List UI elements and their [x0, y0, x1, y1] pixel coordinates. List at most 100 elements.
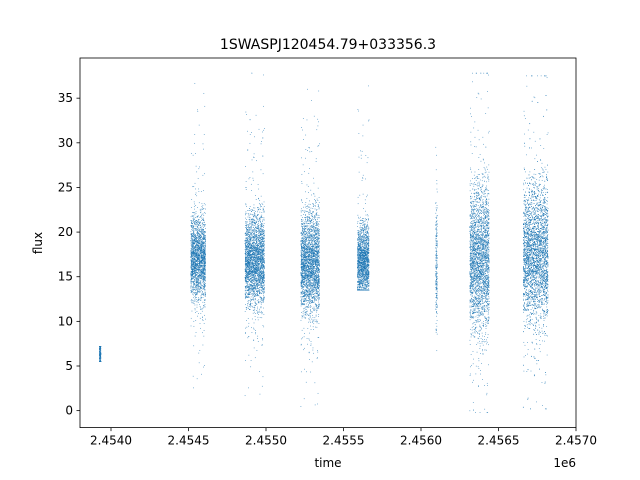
data-point: [247, 253, 249, 255]
data-point: [245, 264, 247, 266]
data-point: [256, 248, 257, 249]
data-point: [202, 319, 203, 321]
data-point: [254, 285, 256, 287]
data-point: [254, 289, 255, 291]
data-point: [256, 269, 257, 271]
data-point: [246, 289, 248, 291]
data-point: [192, 260, 194, 262]
data-point: [191, 274, 193, 276]
data-point: [257, 269, 258, 270]
data-point: [254, 294, 256, 296]
data-point: [200, 242, 202, 244]
data-point: [245, 278, 247, 280]
data-point: [195, 294, 197, 295]
data-point: [261, 344, 263, 346]
data-point: [257, 261, 259, 263]
data-point: [252, 306, 254, 308]
data-point: [202, 277, 204, 279]
data-point: [192, 250, 194, 251]
data-point: [199, 262, 201, 263]
data-point: [201, 246, 203, 247]
data-point: [195, 220, 197, 221]
data-point: [203, 232, 205, 234]
data-point: [258, 300, 259, 302]
data-point: [190, 268, 192, 270]
data-point: [253, 288, 255, 289]
data-point: [255, 235, 257, 237]
data-point: [262, 277, 263, 279]
data-point: [191, 260, 193, 261]
data-point: [247, 247, 249, 248]
data-point: [257, 258, 259, 260]
data-point: [256, 247, 258, 249]
data-point: [254, 268, 256, 269]
data-point: [204, 252, 206, 253]
data-point: [195, 287, 197, 289]
data-point: [246, 257, 248, 258]
data-point: [259, 266, 261, 268]
data-point: [260, 256, 262, 258]
data-point: [100, 360, 101, 362]
data-point: [201, 256, 203, 258]
data-point: [195, 205, 197, 206]
data-point: [257, 341, 259, 342]
data-point: [251, 254, 253, 255]
data-point: [260, 252, 262, 254]
data-point: [255, 303, 256, 304]
data-point: [203, 330, 205, 331]
data-point: [252, 263, 254, 265]
data-point: [259, 219, 260, 221]
data-point: [100, 351, 101, 353]
data-point: [257, 236, 258, 238]
data-point: [204, 269, 206, 271]
data-point: [191, 254, 193, 256]
data-point: [99, 359, 100, 360]
data-point: [248, 292, 249, 294]
data-point: [261, 225, 263, 226]
data-point: [203, 245, 205, 247]
data-point: [261, 285, 263, 287]
data-point: [204, 291, 206, 293]
data-point: [192, 252, 193, 253]
data-point: [258, 273, 260, 275]
data-point: [261, 262, 262, 264]
data-point: [253, 328, 255, 330]
data-point: [194, 292, 196, 294]
data-point: [250, 247, 252, 249]
data-point: [203, 261, 204, 263]
data-point: [249, 242, 250, 244]
data-point: [193, 282, 194, 284]
data-point: [263, 281, 265, 282]
data-point: [198, 275, 200, 277]
data-point: [260, 217, 262, 219]
data-point: [262, 291, 263, 293]
data-point: [257, 278, 259, 280]
data-point: [261, 289, 263, 291]
data-point: [192, 242, 193, 244]
data-point: [202, 320, 204, 321]
data-point: [247, 238, 248, 240]
data-point: [251, 247, 253, 249]
data-point: [194, 271, 195, 272]
data-point: [263, 231, 265, 233]
data-point: [191, 268, 192, 269]
data-point: [100, 351, 102, 353]
data-point: [246, 271, 247, 272]
data-point: [251, 209, 253, 210]
data-point: [199, 209, 201, 211]
data-point: [253, 265, 255, 266]
data-point: [204, 300, 205, 301]
data-point: [258, 248, 260, 250]
data-point: [194, 335, 196, 337]
data-point: [192, 229, 194, 231]
data-point: [191, 255, 193, 257]
data-point: [246, 228, 247, 229]
data-point: [194, 214, 196, 216]
data-point: [263, 253, 265, 254]
data-point: [195, 251, 197, 252]
data-point: [195, 286, 196, 287]
data-point: [256, 248, 258, 250]
data-point: [244, 278, 246, 280]
data-point: [191, 243, 193, 244]
data-point: [250, 270, 252, 272]
